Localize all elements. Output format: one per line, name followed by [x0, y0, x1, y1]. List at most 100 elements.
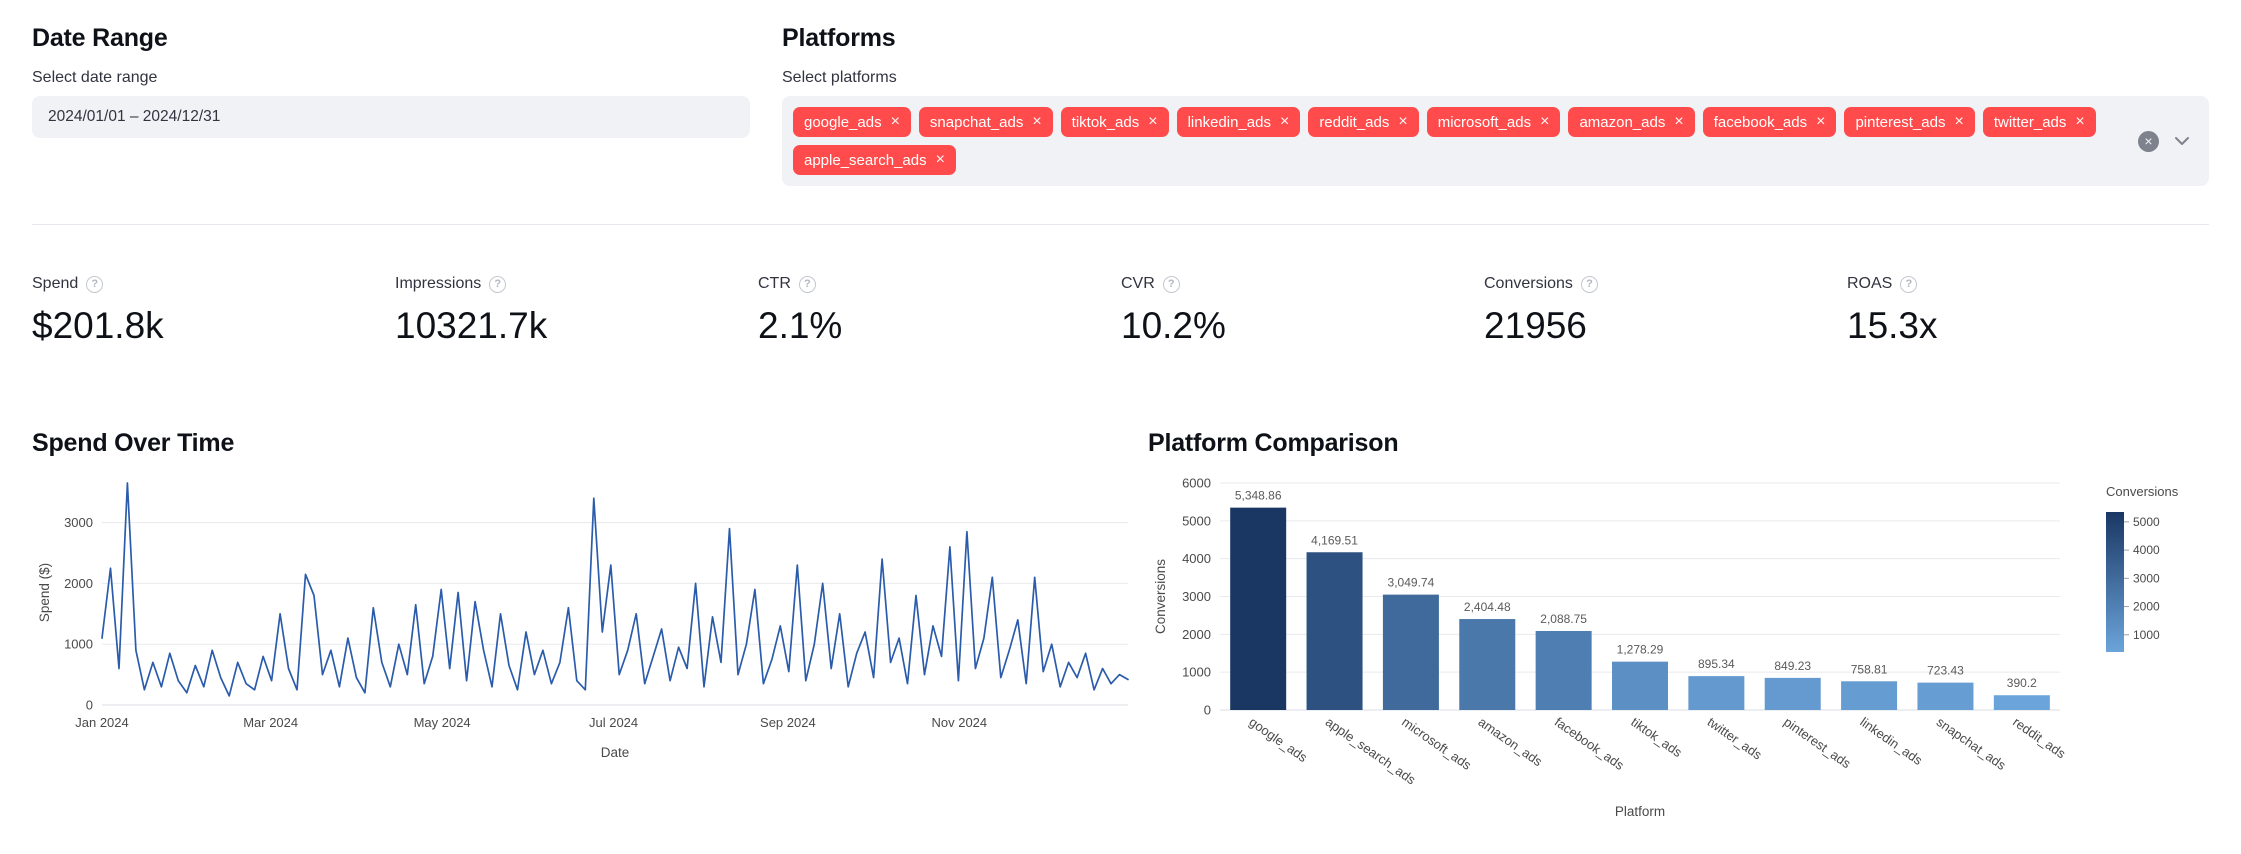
metric-card: Spend? $201.8k — [32, 275, 395, 347]
platform-tag: reddit_ads × — [1308, 107, 1419, 137]
svg-text:4,169.51: 4,169.51 — [1311, 533, 1358, 547]
svg-text:1,278.29: 1,278.29 — [1617, 643, 1664, 657]
svg-text:2,404.48: 2,404.48 — [1464, 600, 1511, 614]
svg-text:facebook_ads: facebook_ads — [1552, 714, 1627, 773]
svg-text:1000: 1000 — [2133, 628, 2160, 642]
platform-tag: apple_search_ads × — [793, 145, 956, 175]
svg-text:Spend ($): Spend ($) — [37, 563, 52, 622]
platform-tag-label: tiktok_ads — [1071, 113, 1140, 131]
metric-label-row: ROAS? — [1847, 275, 2210, 293]
dashboard: Date Range Select date range 2024/01/01 … — [32, 20, 2209, 833]
svg-text:microsoft_ads: microsoft_ads — [1399, 714, 1474, 773]
spend-line-chart[interactable]: 0 1000 2000 3000 Jan 2024 Mar 2024 May 2024 Jul… — [32, 468, 1132, 778]
svg-text:linkedin_ads: linkedin_ads — [1857, 714, 1925, 768]
svg-text:3000: 3000 — [2133, 571, 2160, 585]
platform-tag-label: snapchat_ads — [929, 113, 1024, 131]
svg-text:3000: 3000 — [1182, 589, 1211, 604]
platform-tag: amazon_ads × — [1568, 107, 1695, 137]
metric-label: Conversions — [1484, 275, 1573, 292]
platform-tag: twitter_ads × — [1982, 107, 2096, 137]
svg-text:390.2: 390.2 — [2007, 676, 2037, 690]
svg-text:Mar 2024: Mar 2024 — [243, 715, 298, 730]
platform-tag: google_ads × — [793, 107, 911, 137]
svg-text:2000: 2000 — [1182, 627, 1211, 642]
tag-remove-icon[interactable]: × — [1148, 113, 1158, 130]
date-range-section: Date Range Select date range 2024/01/01 … — [32, 20, 750, 138]
platforms-multiselect[interactable]: google_ads × snapchat_ads × tiktok_ads × linke… — [782, 96, 2209, 186]
chevron-down-icon[interactable] — [2171, 130, 2193, 152]
platforms-label: Select platforms — [782, 69, 897, 86]
svg-text:google_ads: google_ads — [1246, 714, 1310, 765]
svg-text:Conversions: Conversions — [2106, 484, 2179, 499]
help-icon[interactable]: ? — [86, 275, 104, 293]
svg-text:Date: Date — [601, 745, 630, 760]
svg-text:4000: 4000 — [2133, 543, 2160, 557]
help-icon[interactable]: ? — [798, 275, 816, 293]
platform-tag-label: reddit_ads — [1319, 113, 1390, 131]
platform-tag: linkedin_ads × — [1176, 107, 1301, 137]
tag-remove-icon[interactable]: × — [1279, 113, 1290, 130]
platform-tag-label: amazon_ads — [1579, 113, 1666, 131]
metrics-row: Spend? $201.8k Impressions? 10321.7k CTR? 2.1… — [32, 275, 2209, 347]
platform-bar-chart[interactable]: 0 1000 2000 3000 4000 5000 6000 Conversions Plat… — [1148, 468, 2208, 828]
svg-text:5,348.86: 5,348.86 — [1235, 489, 1282, 503]
svg-text:Platform: Platform — [1615, 804, 1665, 819]
tag-remove-icon[interactable]: × — [1674, 113, 1684, 130]
metric-label-row: Conversions? — [1484, 275, 1847, 293]
tag-remove-icon[interactable]: × — [1032, 113, 1042, 130]
svg-text:5000: 5000 — [1182, 513, 1211, 528]
clear-all-icon[interactable]: × — [2138, 130, 2159, 152]
svg-text:2,088.75: 2,088.75 — [1540, 612, 1587, 626]
date-range-label: Select date range — [32, 69, 158, 86]
svg-text:amazon_ads: amazon_ads — [1476, 714, 1546, 769]
svg-text:3,049.74: 3,049.74 — [1388, 576, 1435, 590]
spend-over-time-title: Spend Over Time — [32, 429, 235, 457]
charts-row: Spend Over Time 0 1000 2000 3000 Jan 2024 Mar… — [32, 429, 2209, 833]
svg-text:reddit_ads: reddit_ads — [2010, 714, 2069, 761]
tag-remove-icon[interactable]: × — [1540, 113, 1550, 130]
svg-text:723.43: 723.43 — [1927, 664, 1964, 678]
metric-value: $201.8k — [32, 305, 164, 346]
metric-value: 2.1% — [758, 305, 843, 346]
svg-text:snapchat_ads: snapchat_ads — [1934, 714, 2009, 773]
platform-tag-label: microsoft_ads — [1437, 113, 1532, 131]
svg-text:6000: 6000 — [1182, 476, 1211, 491]
svg-text:Jan 2024: Jan 2024 — [75, 715, 129, 730]
platforms-tags: google_ads × snapchat_ads × tiktok_ads × linke… — [788, 102, 2134, 180]
svg-text:2000: 2000 — [64, 576, 93, 591]
platform-tag: tiktok_ads × — [1060, 107, 1169, 137]
svg-text:twitter_ads: twitter_ads — [1705, 714, 1766, 763]
tag-remove-icon[interactable]: × — [935, 151, 945, 168]
svg-text:pinterest_ads: pinterest_ads — [1781, 714, 1854, 771]
tag-remove-icon[interactable]: × — [1816, 113, 1826, 130]
metric-label: CVR — [1121, 275, 1155, 292]
platform-tag-label: pinterest_ads — [1855, 113, 1946, 131]
platform-comparison-title: Platform Comparison — [1148, 429, 1399, 457]
tag-remove-icon[interactable]: × — [1398, 113, 1408, 130]
svg-text:758.81: 758.81 — [1851, 662, 1888, 676]
filters-row: Date Range Select date range 2024/01/01 … — [32, 20, 2209, 186]
platform-tag-label: apple_search_ads — [804, 151, 927, 169]
tag-remove-icon[interactable]: × — [1954, 113, 1964, 130]
tag-remove-icon[interactable]: × — [2075, 113, 2085, 130]
help-icon[interactable]: ? — [1162, 275, 1180, 293]
metric-card: ROAS? 15.3x — [1847, 275, 2210, 347]
svg-text:3000: 3000 — [64, 515, 93, 530]
tag-remove-icon[interactable]: × — [890, 113, 900, 130]
help-icon[interactable]: ? — [489, 275, 507, 293]
help-icon[interactable]: ? — [1580, 275, 1598, 293]
svg-text:5000: 5000 — [2133, 515, 2160, 529]
help-icon[interactable]: ? — [1900, 275, 1918, 293]
svg-text:May 2024: May 2024 — [414, 715, 471, 730]
spend-over-time-block: Spend Over Time 0 1000 2000 3000 Jan 2024 Mar… — [32, 429, 1132, 833]
metric-label: Impressions — [395, 275, 482, 292]
svg-text:0: 0 — [86, 698, 93, 713]
svg-text:4000: 4000 — [1182, 551, 1211, 566]
metric-label-row: Spend? — [32, 275, 395, 293]
svg-text:0: 0 — [1204, 703, 1211, 718]
platform-tag: pinterest_ads × — [1844, 107, 1975, 137]
svg-text:849.23: 849.23 — [1774, 659, 1811, 673]
date-range-input[interactable]: 2024/01/01 – 2024/12/31 — [32, 96, 750, 138]
metric-value: 21956 — [1484, 305, 1587, 346]
platforms-section: Platforms Select platforms google_ads × sn… — [782, 20, 2209, 186]
